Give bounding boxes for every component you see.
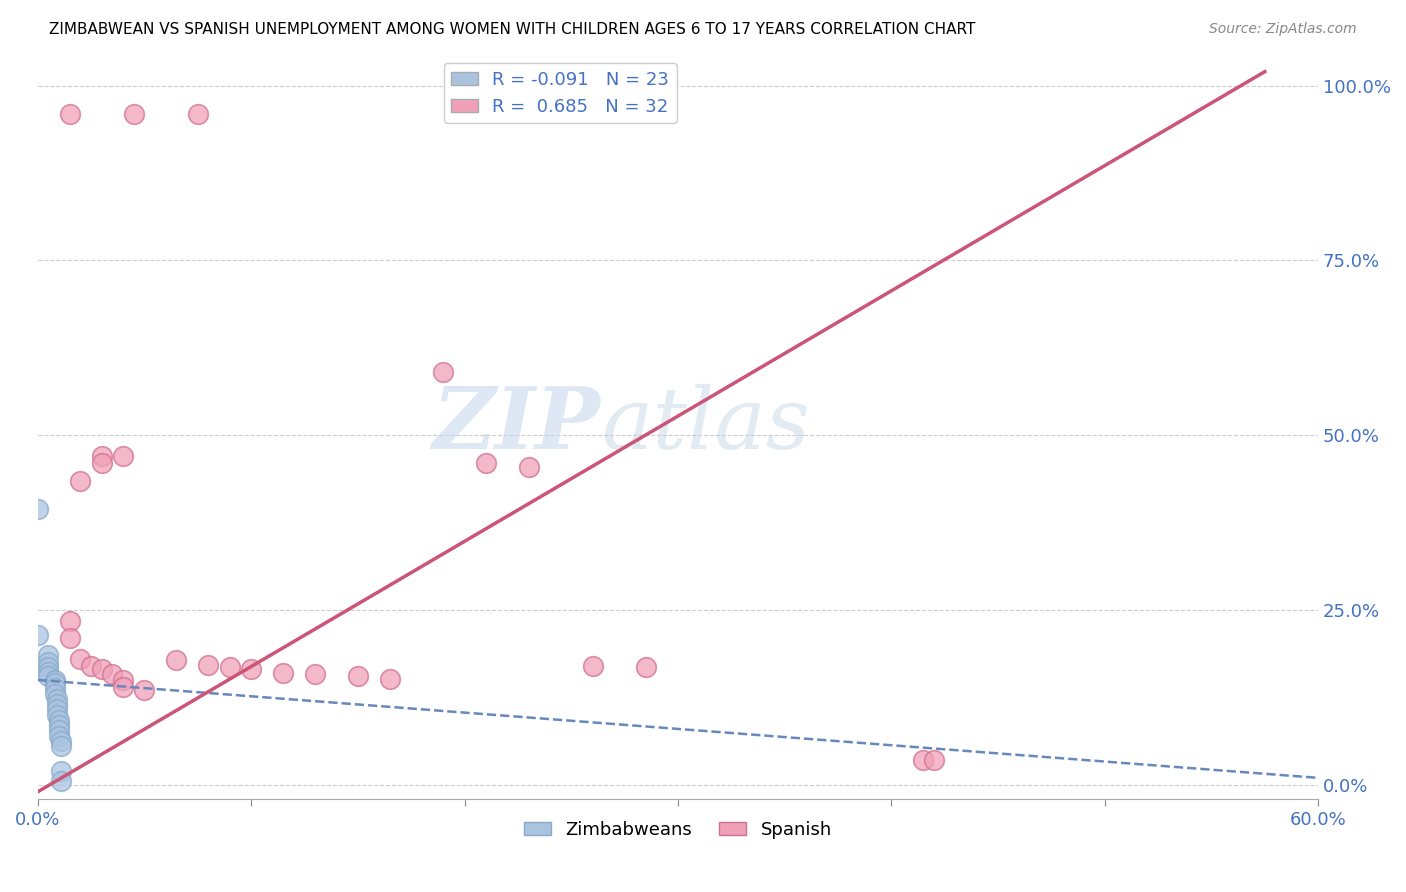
Point xyxy=(37,648,59,663)
Point xyxy=(27,501,49,516)
Point xyxy=(271,665,294,680)
Point xyxy=(912,753,935,767)
Point xyxy=(59,106,82,120)
Point xyxy=(37,665,59,679)
Point xyxy=(44,681,66,696)
Point xyxy=(37,660,59,674)
Point xyxy=(240,663,263,677)
Point xyxy=(37,656,59,670)
Point xyxy=(45,691,67,706)
Point xyxy=(187,106,209,120)
Text: Source: ZipAtlas.com: Source: ZipAtlas.com xyxy=(1209,22,1357,37)
Point xyxy=(44,676,66,690)
Point xyxy=(378,672,401,686)
Point xyxy=(122,106,145,120)
Point xyxy=(45,698,67,712)
Point xyxy=(922,753,945,767)
Point xyxy=(90,663,112,677)
Point xyxy=(44,673,66,687)
Point xyxy=(51,774,73,789)
Point xyxy=(634,660,657,674)
Point xyxy=(432,365,454,379)
Point xyxy=(69,474,91,488)
Point xyxy=(51,734,73,748)
Point xyxy=(517,459,540,474)
Point xyxy=(112,680,135,694)
Point xyxy=(134,683,156,698)
Point xyxy=(45,702,67,716)
Point xyxy=(581,659,603,673)
Point xyxy=(48,713,70,727)
Point xyxy=(27,627,49,641)
Text: ZIP: ZIP xyxy=(433,383,602,467)
Point xyxy=(59,614,82,628)
Text: ZIMBABWEAN VS SPANISH UNEMPLOYMENT AMONG WOMEN WITH CHILDREN AGES 6 TO 17 YEARS : ZIMBABWEAN VS SPANISH UNEMPLOYMENT AMONG… xyxy=(49,22,976,37)
Point xyxy=(304,667,326,681)
Point xyxy=(90,456,112,470)
Point xyxy=(346,669,368,683)
Point xyxy=(51,764,73,778)
Point xyxy=(48,729,70,743)
Point xyxy=(165,653,187,667)
Point xyxy=(45,707,67,722)
Point xyxy=(59,631,82,645)
Point xyxy=(112,449,135,463)
Point xyxy=(37,669,59,683)
Point xyxy=(112,673,135,687)
Point xyxy=(44,687,66,701)
Point xyxy=(48,723,70,738)
Point xyxy=(48,718,70,732)
Text: atlas: atlas xyxy=(602,384,810,467)
Legend: Zimbabweans, Spanish: Zimbabweans, Spanish xyxy=(516,814,839,846)
Point xyxy=(90,449,112,463)
Point xyxy=(475,456,498,470)
Point xyxy=(80,659,103,673)
Point xyxy=(51,739,73,754)
Point xyxy=(197,657,219,672)
Point xyxy=(101,667,124,681)
Point xyxy=(218,660,240,674)
Point xyxy=(69,652,91,666)
